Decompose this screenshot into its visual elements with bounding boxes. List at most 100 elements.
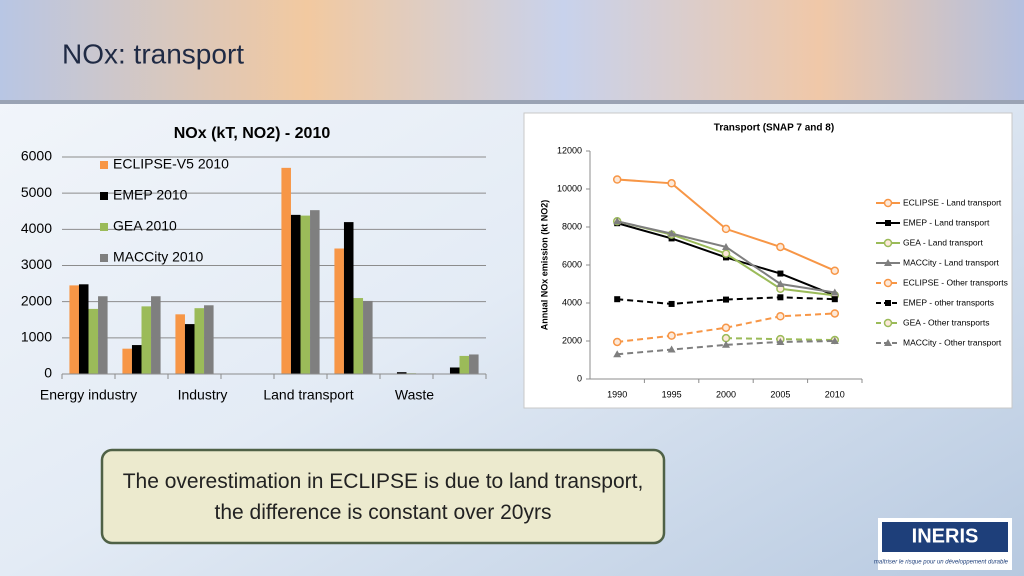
x-tick-label: Energy industry xyxy=(40,387,137,403)
bar xyxy=(469,354,479,374)
point xyxy=(667,345,676,353)
bar xyxy=(281,167,291,374)
point xyxy=(885,300,891,306)
x-tick-label: Waste xyxy=(395,387,434,403)
point xyxy=(612,337,622,347)
point xyxy=(883,238,893,248)
bar xyxy=(343,222,354,374)
legend-label: GEA - Land transport xyxy=(903,237,983,247)
legend-label: ECLIPSE - Other transports xyxy=(903,277,1008,287)
y-tick-label: 5000 xyxy=(21,184,52,200)
note-box xyxy=(100,448,666,545)
bar xyxy=(334,248,344,374)
point xyxy=(667,229,676,237)
point xyxy=(614,296,621,303)
slide-title: NOx: transport xyxy=(62,38,244,69)
y-tick-label: 2000 xyxy=(562,335,582,345)
legend-swatch xyxy=(100,161,108,169)
point xyxy=(721,323,731,332)
point xyxy=(776,337,785,345)
banner xyxy=(0,0,1024,102)
logo-tagline: maîtriser le risque pour un développemen… xyxy=(874,560,1009,566)
bar xyxy=(122,348,132,374)
legend-label: ECLIPSE - Land transport xyxy=(903,197,1002,207)
legend-swatch xyxy=(100,192,108,200)
legend-label: ECLIPSE-V5 2010 xyxy=(113,156,229,172)
point xyxy=(776,312,785,321)
series-line xyxy=(617,296,835,305)
point xyxy=(613,217,622,225)
point xyxy=(721,249,731,258)
legend-label: MACCity 2010 xyxy=(113,249,203,265)
y-tick-label: 1000 xyxy=(21,329,52,345)
x-tick-label: Industry xyxy=(178,387,228,403)
point xyxy=(830,337,839,344)
bar xyxy=(396,372,407,374)
logo-text: INERIS xyxy=(912,525,979,547)
series-line xyxy=(617,340,835,356)
bar xyxy=(88,308,99,374)
bar xyxy=(69,285,79,374)
point xyxy=(776,242,785,252)
legend-swatch xyxy=(100,254,108,262)
x-tick-label: 2005 xyxy=(770,389,790,399)
x-tick-label: 2010 xyxy=(825,389,845,399)
y-tick-label: 6000 xyxy=(562,259,582,269)
point xyxy=(776,280,785,287)
y-tick-label: 12000 xyxy=(557,145,582,155)
bar xyxy=(131,345,142,374)
legend-label: GEA - Other transports xyxy=(903,317,989,327)
point xyxy=(777,294,784,301)
x-tick-label: 2000 xyxy=(716,389,736,399)
point xyxy=(830,266,840,275)
bar xyxy=(151,296,161,374)
point xyxy=(885,220,891,226)
legend-swatch xyxy=(100,223,108,231)
y-tick-label: 10000 xyxy=(557,183,582,193)
point xyxy=(667,331,676,340)
x-tick-label: 1995 xyxy=(662,389,682,399)
bar xyxy=(449,367,460,374)
series-line xyxy=(617,312,835,343)
point xyxy=(830,309,840,318)
bar xyxy=(363,300,373,374)
chart-title: Transport (SNAP 7 and 8) xyxy=(714,123,834,134)
chart-frame xyxy=(523,112,1013,409)
bar xyxy=(459,355,470,374)
legend-label: MACCity - Other transport xyxy=(903,337,1002,347)
point xyxy=(831,296,838,303)
point xyxy=(884,259,892,266)
bar xyxy=(98,296,108,374)
bar xyxy=(204,305,214,374)
bar xyxy=(184,324,195,374)
legend-label: MACCity - Land transport xyxy=(903,257,1000,267)
y-tick-label: 0 xyxy=(577,373,582,383)
y-axis-label: Annual NOx emission (kt NO2) xyxy=(539,200,549,331)
point xyxy=(668,300,675,307)
y-tick-label: 4000 xyxy=(562,297,582,307)
legend-label: EMEP 2010 xyxy=(113,187,188,203)
point xyxy=(777,270,784,277)
point xyxy=(721,224,731,234)
bar xyxy=(78,284,89,374)
bar xyxy=(290,214,301,374)
x-tick-label: Land transport xyxy=(263,387,353,403)
logo-band xyxy=(882,522,1008,552)
point xyxy=(613,350,622,358)
bar xyxy=(353,298,364,374)
point xyxy=(830,288,839,296)
y-tick-label: 0 xyxy=(44,365,52,381)
point xyxy=(612,175,622,184)
y-tick-label: 3000 xyxy=(21,256,52,272)
point xyxy=(883,318,893,328)
point xyxy=(721,333,731,343)
point xyxy=(883,278,893,288)
bar xyxy=(310,210,320,374)
y-tick-label: 6000 xyxy=(21,148,52,164)
legend-label: EMEP - Land transport xyxy=(903,217,990,227)
x-tick-label: 1990 xyxy=(607,389,627,399)
point xyxy=(667,179,676,188)
chart-title: NOx (kT, NO2) - 2010 xyxy=(174,125,331,142)
point xyxy=(883,198,893,208)
